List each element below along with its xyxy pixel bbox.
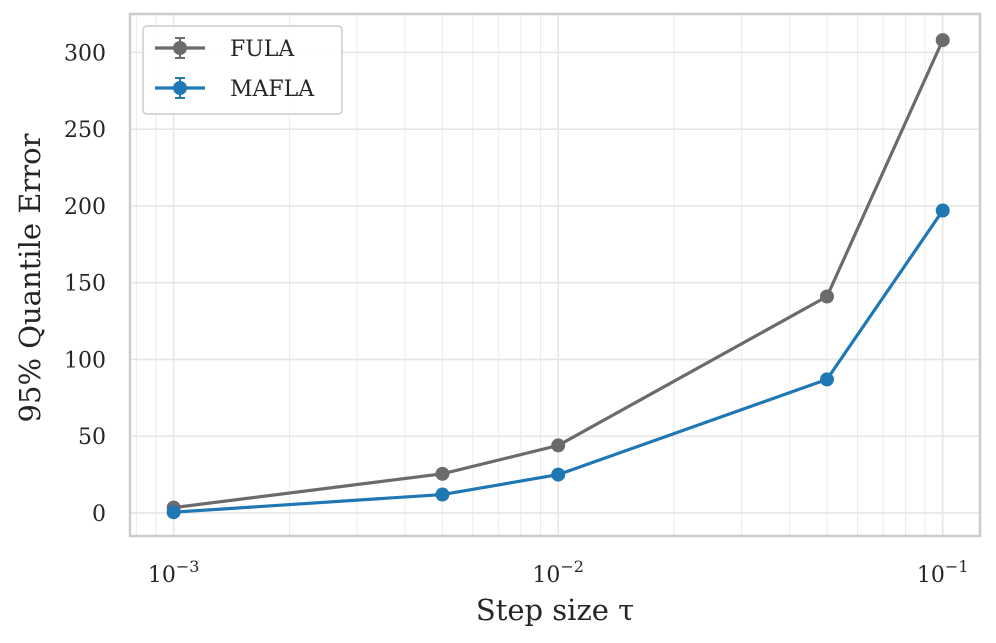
legend-marker-fula bbox=[173, 41, 187, 55]
data-point-mafla bbox=[819, 372, 834, 387]
plot-frame bbox=[128, 12, 982, 538]
y-tick-label: 300 bbox=[64, 41, 106, 66]
y-tick-label: 200 bbox=[64, 195, 106, 220]
y-tick-label: 50 bbox=[78, 425, 106, 450]
legend-label-fula: FULA bbox=[230, 37, 295, 62]
data-point-mafla bbox=[435, 487, 450, 502]
x-tick-labels: 10−3 10−2 10−1 bbox=[148, 557, 969, 588]
data-point-fula bbox=[819, 289, 834, 304]
y-tick-label: 150 bbox=[64, 272, 106, 297]
data-point-mafla bbox=[166, 505, 181, 520]
data-point-fula bbox=[435, 466, 450, 481]
data-point-fula bbox=[551, 438, 566, 453]
x-tick-label: 10−2 bbox=[532, 557, 584, 588]
data-point-mafla bbox=[551, 467, 566, 482]
series-layer bbox=[166, 33, 950, 520]
legend: FULA MAFLA bbox=[142, 25, 343, 115]
legend-label-mafla: MAFLA bbox=[230, 77, 315, 102]
data-point-mafla bbox=[935, 203, 950, 218]
x-tick-label: 10−3 bbox=[148, 557, 200, 588]
y-axis-label: 95% Quantile Error bbox=[13, 133, 47, 422]
y-tick-labels: 0 50 100 150 200 250 300 bbox=[64, 41, 106, 527]
minor-grid bbox=[135, 14, 926, 536]
major-grid bbox=[130, 14, 980, 536]
y-tick-label: 250 bbox=[64, 118, 106, 143]
x-tick-label: 10−1 bbox=[917, 557, 969, 588]
y-tick-label: 100 bbox=[64, 348, 106, 373]
x-axis-label: Step size τ bbox=[476, 593, 634, 627]
data-point-fula bbox=[935, 33, 950, 48]
y-tick-label: 0 bbox=[92, 502, 106, 527]
legend-marker-mafla bbox=[173, 81, 187, 95]
